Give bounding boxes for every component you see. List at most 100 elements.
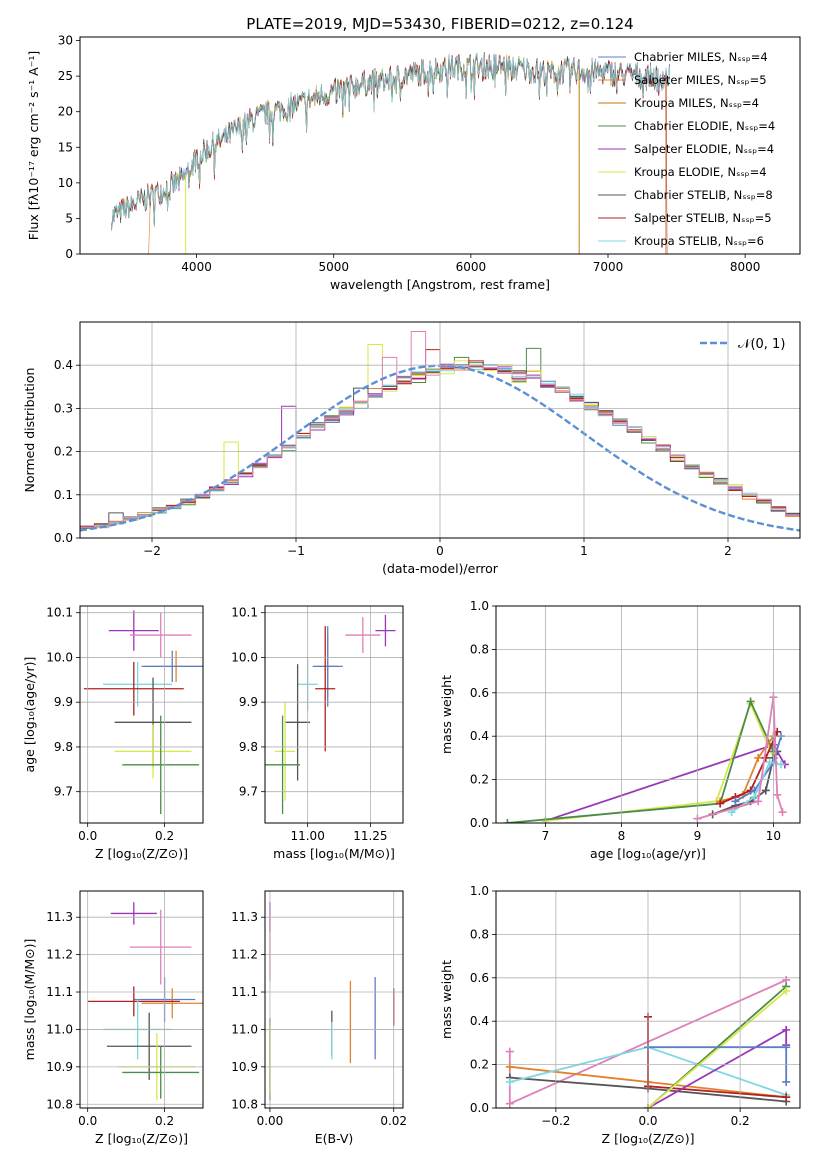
weight-vs-z-xlabel: Z [log₁₀(Z/Z⊙)] (602, 1131, 695, 1146)
figure-title: PLATE=2019, MJD=53430, FIBERID=0212, z=0… (246, 15, 633, 33)
residual-histogram-ytick-label: 0.2 (54, 445, 73, 459)
age-vs-z-ylabel: age [log₁₀(age/yr)] (22, 657, 37, 773)
mass-vs-ebv-ytick-label: 11.1 (231, 985, 258, 999)
age-vs-mass-xtick-label: 11.25 (353, 829, 387, 843)
mass-vs-ebv-xtick-label: 0.00 (257, 1114, 284, 1128)
spectrum-legend-label: Salpeter STELIB, Nₛₛₚ=5 (634, 211, 772, 225)
weight-vs-z-ytick-label: 0.4 (470, 1014, 489, 1028)
age-vs-z-xlabel: Z [log₁₀(Z/Z⊙)] (95, 846, 188, 861)
weight-vs-z-point-marker (505, 1099, 514, 1108)
weight-vs-z-frame (495, 890, 801, 1109)
weight-vs-age-point-marker (716, 799, 725, 808)
weight-vs-z-point-marker (782, 1077, 791, 1086)
mass-vs-z-frame (79, 890, 204, 1109)
spectrum-legend-label: Salpeter MILES, Nₛₛₚ=5 (634, 73, 767, 87)
spectrum-ylabel: Flux [fλ10⁻¹⁷ erg cm⁻² s⁻¹ A⁻¹] (26, 51, 41, 240)
spectrum-ytick-label: 10 (58, 176, 73, 190)
mass-vs-z-ytick-label: 10.9 (46, 1060, 73, 1074)
spectrum-frame (79, 36, 801, 255)
mass-vs-ebv-plot-area (269, 902, 395, 1101)
spectrum-series-line (111, 52, 670, 232)
spectrum-legend-label: Kroupa MILES, Nₛₛₚ=4 (634, 96, 759, 110)
weight-vs-age-ytick-label: 0.0 (470, 816, 489, 830)
weight-vs-age-point-marker (761, 786, 770, 795)
weight-vs-age-point-marker (503, 819, 512, 823)
age-vs-z-xtick-label: 0.0 (78, 829, 97, 843)
spectrum-legend-label: Chabrier MILES, Nₛₛₚ=4 (634, 50, 768, 64)
age-vs-mass-ytick-label: 10.0 (231, 650, 258, 664)
weight-vs-z-point-marker (782, 986, 791, 995)
weight-vs-z-panel: −0.2 0.0 0.2 0.0 0.2 0.4 0.6 0.8 1.0 Z [log₁₀(Z/Z… (439, 884, 801, 1146)
weight-vs-z-point-marker (505, 1077, 514, 1086)
residual-histogram-panel: −2 −1 0 1 2 0.0 0.1 0.2 0.3 0.4 (data-model)/error… (22, 321, 801, 576)
weight-vs-age-point-marker (750, 792, 759, 801)
age-vs-mass-frame (264, 605, 404, 824)
weight-vs-age-point-marker (746, 697, 755, 706)
weight-vs-age-point-marker (778, 808, 787, 817)
age-vs-z-ytick-label: 10.1 (46, 606, 73, 620)
mass-vs-z-xtick-label: 0.0 (78, 1114, 97, 1128)
weight-vs-z-ytick-label: 0.0 (470, 1101, 489, 1115)
weight-vs-age-series-line (545, 701, 775, 822)
weight-vs-age-point-marker (754, 753, 763, 762)
residual-histogram-xtick-label: 2 (724, 544, 732, 558)
age-vs-z-ytick-label: 9.8 (54, 740, 73, 754)
age-vs-mass-ytick-label: 9.8 (239, 740, 258, 754)
weight-vs-age-ytick-label: 0.8 (470, 642, 489, 656)
weight-vs-z-xtick-label: 0.0 (638, 1114, 657, 1128)
mass-vs-z-ytick-label: 11.2 (46, 948, 73, 962)
age-vs-mass-ytick-label: 9.7 (239, 785, 258, 799)
weight-vs-age-panel: 7 8 9 10 0.0 0.2 0.4 0.6 0.8 1.0 age [log₁₀(age/yr… (439, 599, 801, 861)
age-vs-mass-ytick-label: 10.1 (231, 606, 258, 620)
weight-vs-age-xlabel: age [log₁₀(age/yr)] (590, 846, 706, 861)
mass-vs-ebv-panel: 0.00 0.02 10.8 10.9 11.0 11.1 11.2 11.3 E(B-V) (231, 890, 407, 1146)
age-vs-mass-xlabel: mass [log₁₀(M/M⊙)] (273, 846, 395, 861)
mass-vs-z-ytick-label: 11.1 (46, 985, 73, 999)
residual-histogram-xtick-label: −1 (287, 544, 305, 558)
weight-vs-age-ytick-label: 0.4 (470, 729, 489, 743)
weight-vs-z-point-marker (505, 1047, 514, 1056)
panels: 4000 5000 6000 7000 8000051015202530waveleng… (22, 34, 801, 1146)
residual-histogram-xtick-label: 1 (580, 544, 588, 558)
weight-vs-age-point-marker (731, 797, 740, 806)
age-vs-z-ytick-label: 10.0 (46, 650, 73, 664)
spectrum-legend-label: Salpeter ELODIE, Nₛₛₚ=4 (634, 142, 774, 156)
spectrum-ytick-label: 20 (58, 105, 73, 119)
histogram-legend-label: 𝒩(0, 1) (738, 337, 785, 352)
age-vs-z-panel: 0.0 0.2 9.7 9.8 9.9 10.0 10.1 Z [log₁₀(Z/Z⊙)] ag… (22, 605, 204, 861)
weight-vs-z-ytick-label: 0.8 (470, 927, 489, 941)
residual-histogram-ytick-label: 0.4 (54, 358, 73, 372)
spectrum-panel: 4000 5000 6000 7000 8000 0 5 10 15 20 25 30 waveleng… (26, 34, 801, 292)
spectrum-ytick-label: 15 (58, 140, 73, 154)
weight-vs-age-ytick-label: 0.2 (470, 773, 489, 787)
weight-vs-age-point-marker (754, 797, 763, 806)
spectrum-xtick-label: 4000 (181, 260, 212, 274)
weight-vs-age-series-line (507, 698, 775, 823)
residual-histogram-xtick-label: −2 (143, 544, 161, 558)
spectrum-legend-label: Chabrier STELIB, Nₛₛₚ=8 (634, 188, 773, 202)
mass-vs-z-plot-area (87, 902, 203, 1101)
spectrum-series-line (111, 52, 580, 254)
spectrum-legend-label: Chabrier ELODIE, Nₛₛₚ=4 (634, 119, 775, 133)
spectrum-xtick-label: 6000 (456, 260, 487, 274)
spectrum-ytick-label: 30 (58, 34, 73, 48)
weight-vs-age-frame (495, 605, 801, 824)
mass-vs-ebv-frame (264, 890, 404, 1109)
weight-vs-age-xtick-label: 9 (694, 829, 702, 843)
age-vs-z-ytick-label: 9.7 (54, 785, 73, 799)
weight-vs-age-point-marker (773, 790, 782, 799)
age-vs-z-xtick-label: 0.2 (155, 829, 174, 843)
weight-vs-age-xtick-label: 8 (618, 829, 626, 843)
weight-vs-age-xtick-label: 7 (542, 829, 550, 843)
mass-vs-ebv-ytick-label: 11.0 (231, 1022, 258, 1036)
weight-vs-z-point-marker (782, 1025, 791, 1034)
mass-vs-z-ytick-label: 10.8 (46, 1097, 73, 1111)
age-vs-mass-xtick-label: 11.00 (290, 829, 324, 843)
mass-vs-ebv-ytick-label: 11.2 (231, 948, 258, 962)
weight-vs-z-point-marker (505, 1062, 514, 1071)
spectrum-ytick-label: 0 (65, 247, 73, 261)
spectrum-xtick-label: 7000 (593, 260, 624, 274)
mass-vs-ebv-xtick-label: 0.02 (380, 1114, 407, 1128)
weight-vs-age-ytick-label: 0.6 (470, 686, 489, 700)
